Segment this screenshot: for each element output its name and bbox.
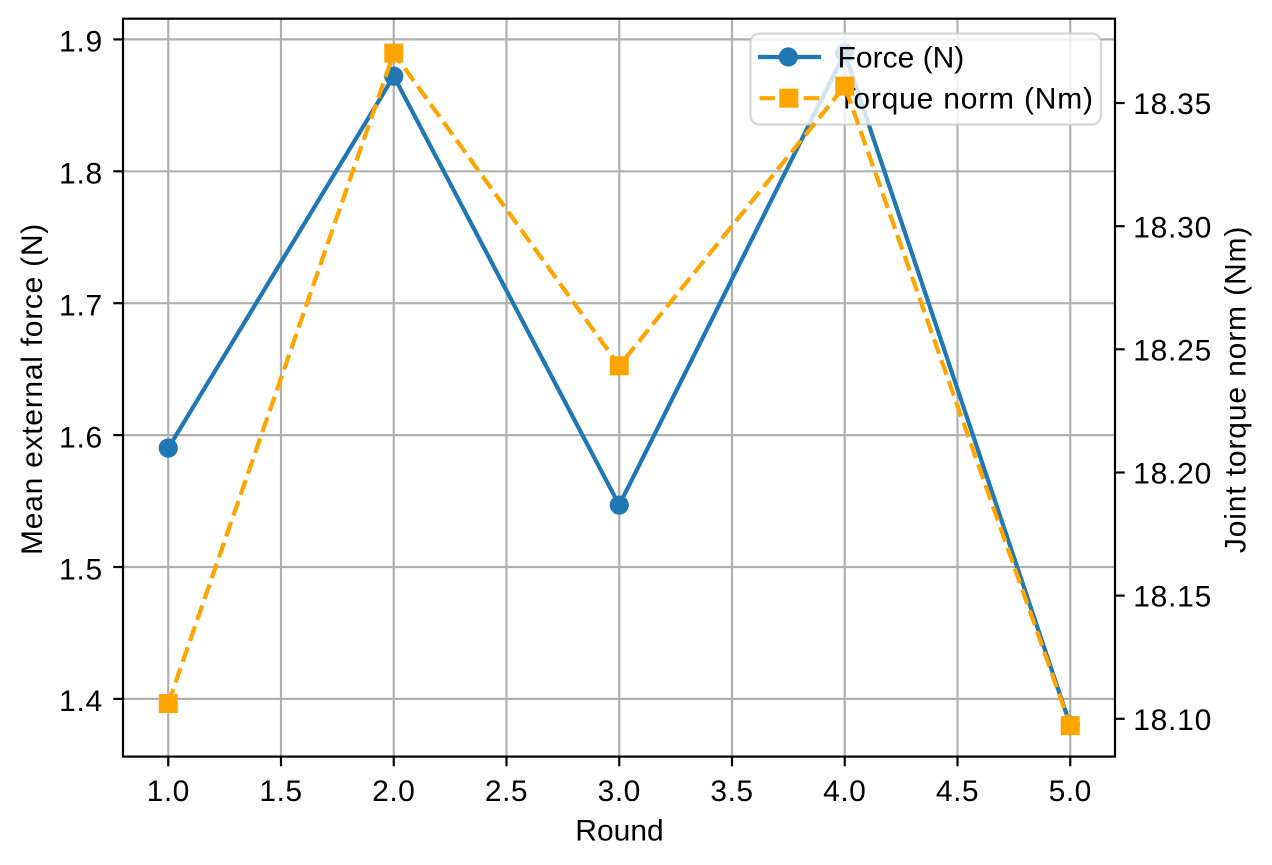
svg-text:Torque norm (Nm): Torque norm (Nm) xyxy=(838,83,1094,116)
svg-text:1.6: 1.6 xyxy=(59,421,103,454)
svg-text:18.15: 18.15 xyxy=(1133,581,1212,614)
svg-text:4.0: 4.0 xyxy=(823,775,866,808)
svg-text:1.4: 1.4 xyxy=(59,685,103,718)
svg-text:Round: Round xyxy=(575,814,663,847)
svg-text:18.25: 18.25 xyxy=(1133,334,1212,367)
svg-text:4.5: 4.5 xyxy=(936,775,979,808)
svg-text:1.7: 1.7 xyxy=(59,290,103,323)
svg-text:1.5: 1.5 xyxy=(59,553,103,586)
svg-text:3.0: 3.0 xyxy=(598,775,641,808)
svg-text:1.9: 1.9 xyxy=(59,26,103,59)
svg-text:18.35: 18.35 xyxy=(1133,88,1212,121)
svg-text:2.0: 2.0 xyxy=(372,775,415,808)
svg-text:Joint torque norm (Nm): Joint torque norm (Nm) xyxy=(1219,226,1252,553)
svg-text:Force (N): Force (N) xyxy=(838,42,965,75)
svg-text:1.5: 1.5 xyxy=(259,775,302,808)
svg-text:5.0: 5.0 xyxy=(1049,775,1092,808)
svg-text:18.10: 18.10 xyxy=(1133,704,1212,737)
svg-text:1.0: 1.0 xyxy=(147,775,190,808)
svg-text:2.5: 2.5 xyxy=(485,775,528,808)
svg-text:Mean external force (N): Mean external force (N) xyxy=(16,223,49,555)
svg-text:18.20: 18.20 xyxy=(1133,458,1212,491)
svg-text:3.5: 3.5 xyxy=(710,775,753,808)
svg-text:1.8: 1.8 xyxy=(59,158,103,191)
svg-text:18.30: 18.30 xyxy=(1133,211,1212,244)
